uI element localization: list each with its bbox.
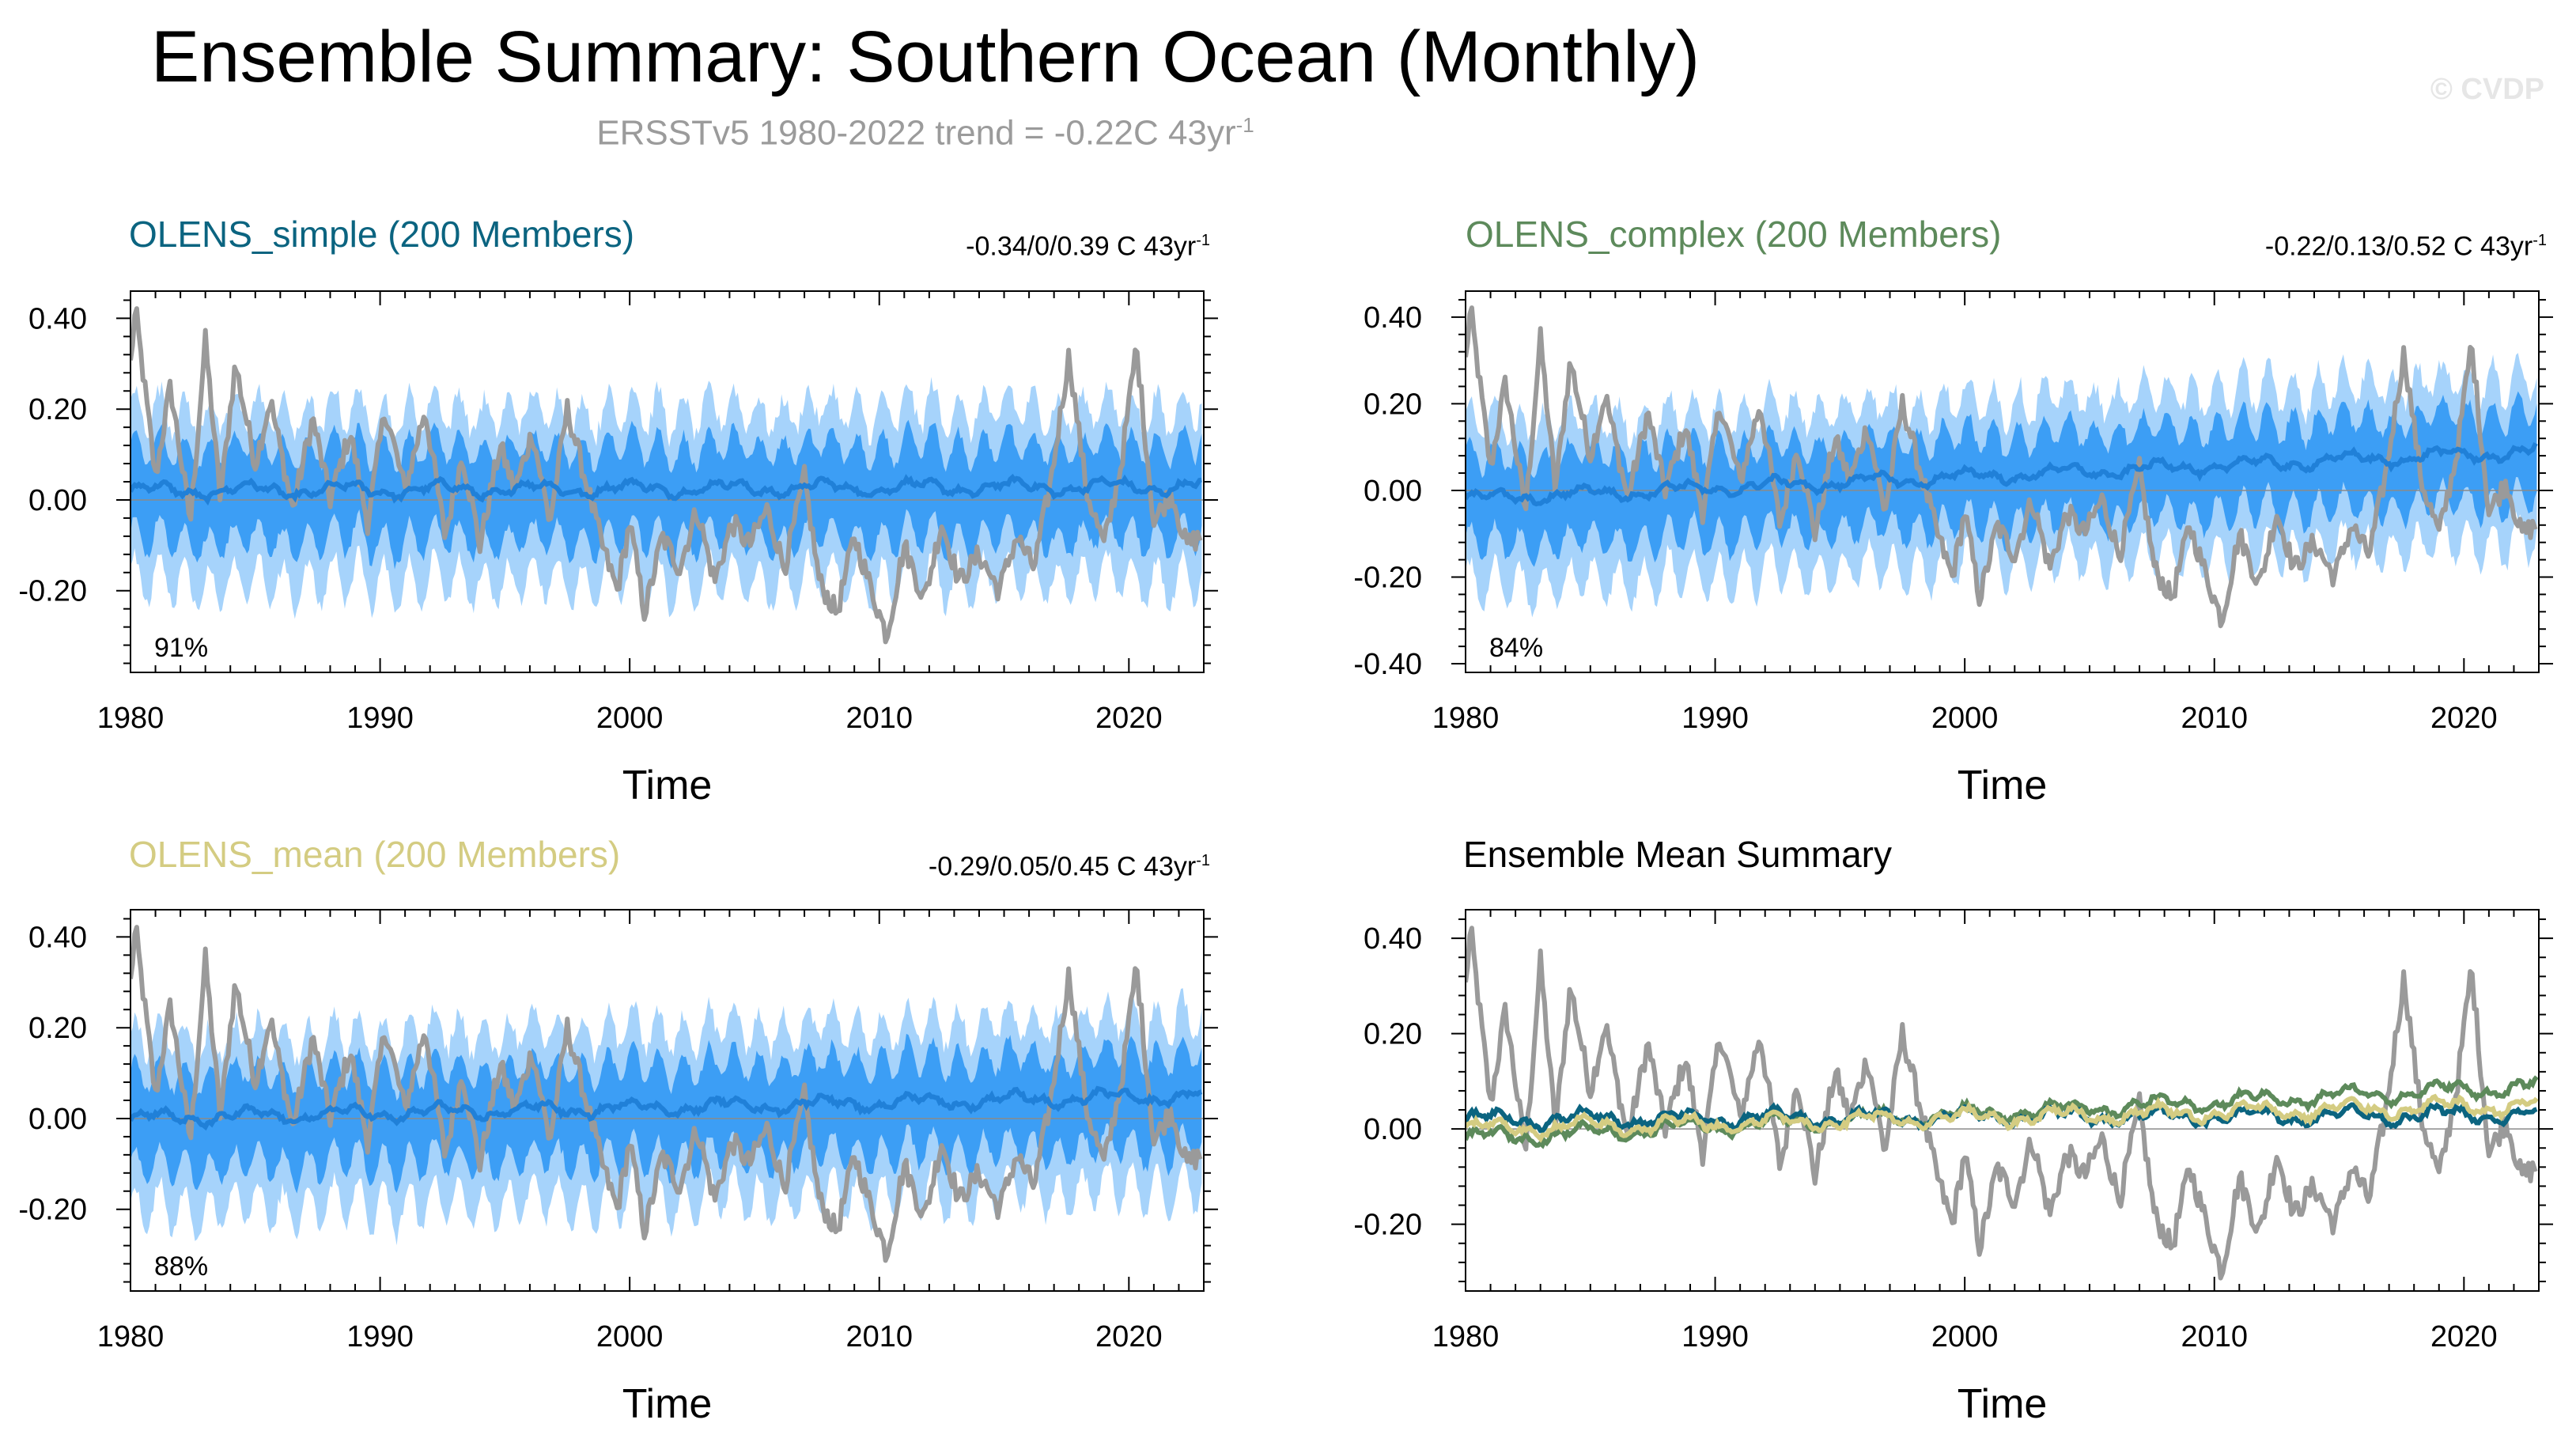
x-axis-label: Time bbox=[622, 1381, 713, 1427]
trend-text-simple: -0.34/0/0.39 C 43yr bbox=[966, 231, 1197, 262]
subtitle-text: ERSSTv5 1980-2022 trend = -0.22C 43yr bbox=[596, 113, 1236, 153]
chart-title: Ensemble Summary: Southern Ocean (Monthl… bbox=[150, 17, 1700, 97]
mean-series-OLENS_complex bbox=[1466, 1075, 2539, 1149]
y-tick-label: -0.20 bbox=[18, 1194, 87, 1227]
panel-title-summary: Ensemble Mean Summary bbox=[1463, 834, 1892, 875]
x-axis-label: Time bbox=[622, 763, 713, 808]
y-tick-label: 0.20 bbox=[1364, 1018, 1422, 1051]
ensemble-mean-line bbox=[1466, 441, 2538, 507]
plot-frame bbox=[1465, 290, 2540, 673]
cvdp-watermark: © CVDP bbox=[2430, 73, 2544, 106]
y-tick-label: -0.40 bbox=[1353, 648, 1422, 681]
x-tick-label: 2000 bbox=[596, 1320, 664, 1353]
y-tick-label: -0.20 bbox=[1353, 1209, 1422, 1242]
plot-area-0 bbox=[131, 306, 1204, 645]
panel-0: 91% 1980 1990 2000 2010 2020 -0.20 0.00 0.20 0.40… bbox=[18, 290, 1218, 808]
trend-sup-mean: -1 bbox=[1196, 852, 1210, 869]
x-tick-label: 2020 bbox=[2430, 1320, 2498, 1353]
panel-title-mean: OLENS_mean (200 Members) bbox=[129, 834, 621, 875]
panel-trend-mean: -0.29/0.05/0.45 C 43yr-1 bbox=[791, 843, 1210, 884]
panel-title-complex: OLENS_complex (200 Members) bbox=[1466, 214, 2002, 255]
plot-area-3 bbox=[1466, 926, 2539, 1281]
y-tick-label: 0.40 bbox=[1364, 301, 1422, 335]
y-tick-label: 0.20 bbox=[28, 393, 87, 426]
panel-1: 84% 1980 1990 2000 2010 2020 -0.40 -0.20 0.00 0.2… bbox=[1353, 290, 2553, 808]
y-tick-label: -0.20 bbox=[18, 575, 87, 608]
panel-trend-complex: -0.22/0.13/0.52 C 43yr-1 bbox=[2128, 223, 2547, 263]
x-tick-label: 1980 bbox=[97, 1320, 165, 1353]
plot-frame bbox=[1465, 909, 2540, 1292]
percent-label: 88% bbox=[154, 1251, 208, 1282]
x-axis-label: Time bbox=[1958, 763, 2048, 808]
x-tick-label: 2020 bbox=[1095, 1320, 1163, 1353]
ensemble-mean-line bbox=[131, 473, 1202, 506]
observed-series bbox=[131, 306, 1203, 645]
y-tick-label: 0.20 bbox=[28, 1012, 87, 1045]
y-tick-label: 0.40 bbox=[28, 302, 87, 335]
x-tick-label: 2010 bbox=[845, 702, 913, 735]
subtitle-superscript: -1 bbox=[1235, 113, 1254, 137]
x-tick-label: 1990 bbox=[346, 702, 414, 735]
y-tick-label: 0.20 bbox=[1364, 388, 1422, 421]
x-tick-label: 1990 bbox=[1681, 1320, 1749, 1353]
panel-trend-simple: -0.34/0/0.39 C 43yr-1 bbox=[791, 223, 1210, 263]
panel-3: 1980 1990 2000 2010 2020 -0.20 0.00 0.20 0.40 Tim… bbox=[1353, 909, 2553, 1427]
chart-subtitle: ERSSTv5 1980-2022 trend = -0.22C 43yr-1 bbox=[0, 101, 1851, 157]
y-tick-label: 0.00 bbox=[1364, 1113, 1422, 1146]
x-axis-label: Time bbox=[1958, 1381, 2048, 1427]
y-tick-label: 0.40 bbox=[28, 921, 87, 954]
x-tick-label: 2000 bbox=[1931, 1320, 1999, 1353]
trend-text-mean: -0.29/0.05/0.45 C 43yr bbox=[928, 851, 1197, 882]
x-tick-label: 2000 bbox=[1931, 702, 1999, 735]
percent-label: 84% bbox=[1489, 633, 1543, 663]
plot-area-1 bbox=[1466, 305, 2539, 629]
ensemble-mean-line bbox=[131, 1085, 1203, 1131]
x-tick-label: 1990 bbox=[346, 1320, 414, 1353]
x-tick-label: 2010 bbox=[2181, 702, 2248, 735]
observed-series bbox=[1466, 926, 2538, 1281]
x-tick-label: 2010 bbox=[845, 1320, 913, 1353]
y-tick-label: 0.00 bbox=[28, 484, 87, 517]
x-tick-label: 2020 bbox=[2430, 702, 2498, 735]
x-tick-label: 1980 bbox=[97, 702, 165, 735]
panel-title-simple: OLENS_simple (200 Members) bbox=[129, 214, 635, 255]
x-tick-label: 1990 bbox=[1681, 702, 1749, 735]
trend-text-complex: -0.22/0.13/0.52 C 43yr bbox=[2264, 231, 2533, 262]
x-tick-label: 1980 bbox=[1432, 1320, 1500, 1353]
percent-label: 91% bbox=[154, 633, 208, 663]
trend-sup-complex: -1 bbox=[2532, 232, 2547, 249]
y-tick-label: -0.20 bbox=[1353, 562, 1422, 595]
trend-sup-simple: -1 bbox=[1196, 232, 1210, 249]
x-tick-label: 2010 bbox=[2181, 1320, 2248, 1353]
observed-series bbox=[131, 925, 1203, 1263]
x-tick-label: 1980 bbox=[1432, 702, 1500, 735]
observed-series bbox=[1466, 305, 2538, 629]
x-tick-label: 2020 bbox=[1095, 702, 1163, 735]
y-tick-label: 0.00 bbox=[1364, 475, 1422, 508]
y-tick-label: 0.00 bbox=[28, 1103, 87, 1136]
x-tick-label: 2000 bbox=[596, 702, 664, 735]
mean-series-OLENS_mean bbox=[1466, 1093, 2539, 1143]
y-tick-label: 0.40 bbox=[1364, 922, 1422, 956]
plot-area-2 bbox=[131, 925, 1204, 1263]
panel-2: 88% 1980 1990 2000 2010 2020 -0.20 0.00 0.20 0.40… bbox=[18, 909, 1218, 1427]
